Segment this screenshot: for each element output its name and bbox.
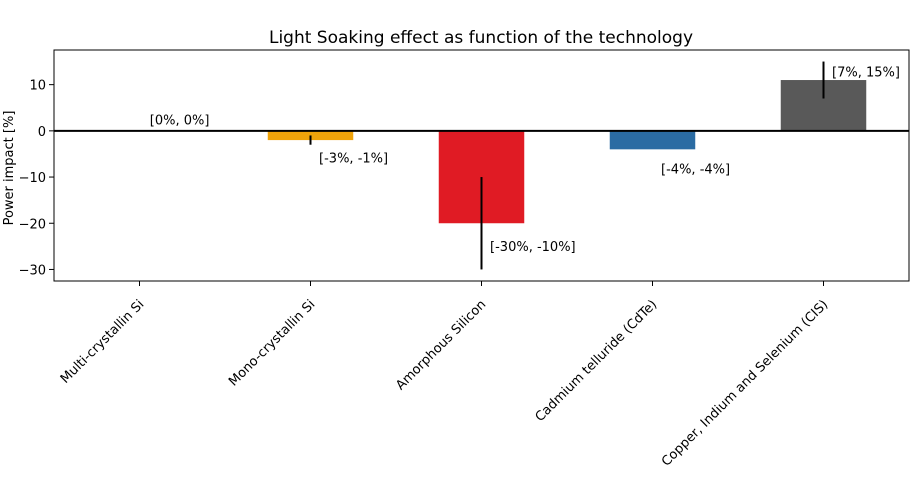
- annotation-3: [-4%, -4%]: [661, 162, 730, 177]
- chart-title: Light Soaking effect as function of the …: [269, 28, 693, 48]
- annotations-layer: [0%, 0%] [-3%, -1%] [-30%, -10%] [-4%, -4%]…: [150, 65, 900, 255]
- x-tick-label-2: Amorphous Silicon: [393, 297, 489, 393]
- y-tick-label-0: −30: [19, 263, 46, 278]
- x-tick-label-3: Cadmium telluride (CdTe): [533, 297, 661, 425]
- y-ticks-layer: −30 −20 −10 0 10: [19, 79, 54, 278]
- y-tick-label-1: −20: [19, 217, 46, 232]
- y-axis-label: Power impact [%]: [2, 111, 17, 226]
- x-tick-label-1: Mono-crystallin Si: [226, 297, 318, 389]
- annotation-0: [0%, 0%]: [150, 113, 210, 128]
- x-ticks-layer: Multi-crystallin Si Mono-crystallin Si Amo…: [58, 281, 831, 470]
- bar-3: [609, 130, 696, 150]
- annotation-1: [-3%, -1%]: [319, 151, 388, 166]
- annotation-4: [7%, 15%]: [832, 65, 900, 80]
- x-tick-label-0: Multi-crystallin Si: [58, 297, 147, 386]
- y-tick-label-3: 0: [38, 125, 46, 140]
- annotation-2: [-30%, -10%]: [490, 240, 576, 255]
- error-bars-layer: [309, 61, 825, 270]
- y-tick-label-2: −10: [19, 171, 46, 186]
- y-tick-label-4: 10: [29, 79, 46, 94]
- x-tick-label-4: Copper, Indium and Selenium (CIS): [659, 297, 831, 469]
